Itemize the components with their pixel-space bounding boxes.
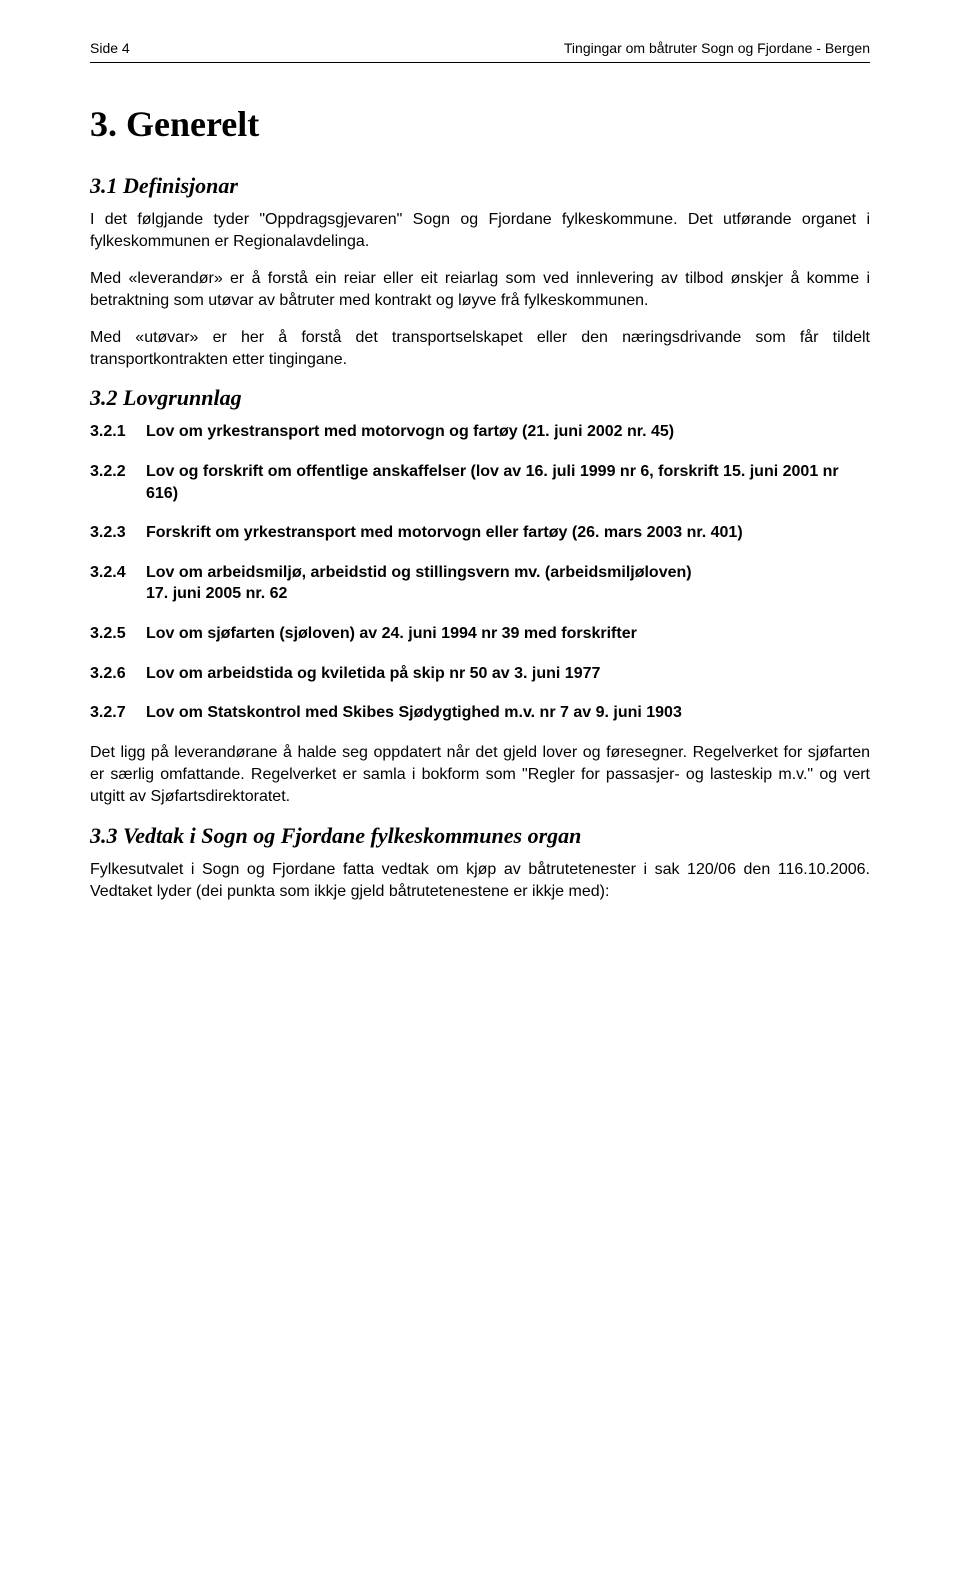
law-item-text: Lov og forskrift om offentlige anskaffel… (146, 461, 870, 504)
subsection-title-3-2: 3.2 Lovgrunnlag (90, 385, 870, 411)
law-item-number: 3.2.4 (90, 562, 146, 605)
law-item-number: 3.2.7 (90, 702, 146, 724)
law-item-number: 3.2.2 (90, 461, 146, 504)
subsection-title-3-1: 3.1 Definisjonar (90, 173, 870, 199)
page-number: Side 4 (90, 40, 130, 56)
law-item-text: Forskrift om yrkestransport med motorvog… (146, 522, 870, 544)
law-item: 3.2.7 Lov om Statskontrol med Skibes Sjø… (90, 702, 870, 724)
paragraph: Det ligg på leverandørane å halde seg op… (90, 742, 870, 809)
law-item-number: 3.2.6 (90, 663, 146, 685)
law-item-number: 3.2.5 (90, 623, 146, 645)
law-item: 3.2.1 Lov om yrkestransport med motorvog… (90, 421, 870, 443)
page-header: Side 4 Tingingar om båtruter Sogn og Fjo… (90, 40, 870, 56)
law-item: 3.2.2 Lov og forskrift om offentlige ans… (90, 461, 870, 504)
law-item-text: Lov om arbeidsmiljø, arbeidstid og still… (146, 562, 870, 605)
law-item: 3.2.3 Forskrift om yrkestransport med mo… (90, 522, 870, 544)
paragraph: Fylkesutvalet i Sogn og Fjordane fatta v… (90, 859, 870, 904)
law-item-number: 3.2.1 (90, 421, 146, 443)
header-divider (90, 62, 870, 63)
law-item-text: Lov om Statskontrol med Skibes Sjødygtig… (146, 702, 870, 724)
law-item-text: Lov om yrkestransport med motorvogn og f… (146, 421, 870, 443)
law-item-text: Lov om arbeidstida og kviletida på skip … (146, 663, 870, 685)
paragraph: Med «leverandør» er å forstå ein reiar e… (90, 268, 870, 313)
doc-title: Tingingar om båtruter Sogn og Fjordane -… (564, 40, 870, 56)
law-item: 3.2.4 Lov om arbeidsmiljø, arbeidstid og… (90, 562, 870, 605)
law-item-number: 3.2.3 (90, 522, 146, 544)
law-item-text: Lov om sjøfarten (sjøloven) av 24. juni … (146, 623, 870, 645)
law-item: 3.2.5 Lov om sjøfarten (sjøloven) av 24.… (90, 623, 870, 645)
section-title: 3. Generelt (90, 103, 870, 145)
subsection-title-3-3: 3.3 Vedtak i Sogn og Fjordane fylkeskomm… (90, 823, 870, 849)
paragraph: Med «utøvar» er her å forstå det transpo… (90, 327, 870, 372)
law-item: 3.2.6 Lov om arbeidstida og kviletida på… (90, 663, 870, 685)
paragraph: I det følgjande tyder "Oppdragsgjevaren"… (90, 209, 870, 254)
